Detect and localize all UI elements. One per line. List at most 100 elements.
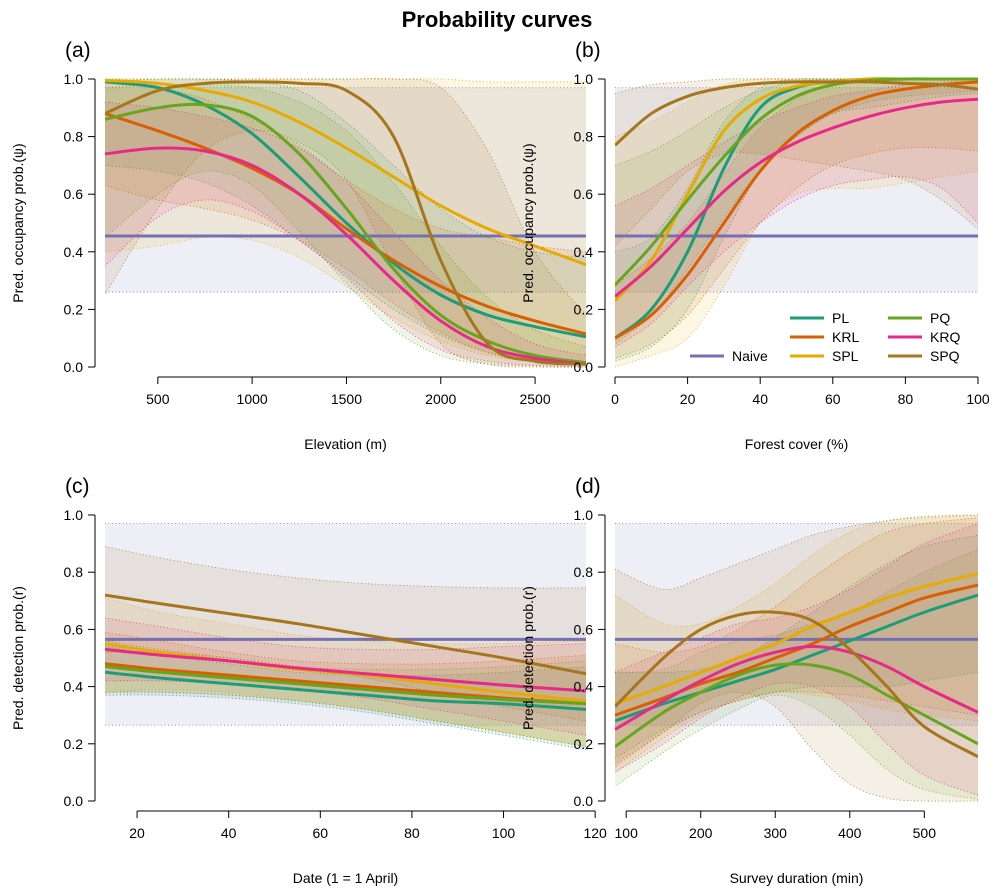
y-axis-title: Pred. occupancy prob.(ψ): [10, 143, 26, 302]
legend-item-krq: KRQ: [888, 329, 960, 345]
x-tick-label: 2500: [519, 391, 550, 407]
y-tick-label: 0.4: [64, 244, 84, 260]
panel-label: (b): [575, 39, 601, 62]
ci-lower-spq: [105, 130, 586, 368]
legend-label: SPQ: [930, 348, 960, 364]
x-tick-label: 200: [689, 825, 713, 841]
ci-upper-pq: [105, 83, 586, 348]
legend: PL PQ KRL KRQ SPL SPQ Naive: [690, 310, 960, 364]
ci-band-pq: [615, 78, 978, 344]
x-tick-label: 120: [583, 825, 607, 841]
x-tick-label: 60: [313, 825, 329, 841]
series-line-pq: [615, 662, 978, 748]
series-line-spl: [105, 78, 586, 267]
ci-lower-pl: [105, 694, 586, 750]
x-tick-label: 20: [680, 391, 696, 407]
ci-lower-krq: [615, 176, 978, 348]
naive-ci-band: [105, 87, 586, 293]
legend-label: SPL: [832, 348, 859, 364]
legend-label: KRL: [832, 329, 859, 345]
y-tick-label: 0.0: [64, 793, 84, 809]
series-line-spq: [615, 610, 978, 758]
ci-upper-pq: [615, 548, 978, 673]
series-line-pl: [105, 80, 586, 339]
panels: 0.0 0.2 0.4 0.6 0.8 1.0 500 1000 1500 2000 2500 Ele…: [10, 39, 990, 886]
x-tick-label: 60: [825, 391, 841, 407]
y-tick-label: 0.0: [574, 793, 594, 809]
series-line-krq: [615, 645, 978, 731]
x-axis-title: Date (1 = 1 April): [293, 870, 398, 886]
ci-lower-krl: [105, 185, 586, 365]
series-line-krl: [105, 112, 586, 336]
ci-lower-pl: [615, 92, 978, 362]
ci-lower-spl: [615, 170, 978, 368]
x-tick-label: 40: [221, 825, 237, 841]
x-tick-label: 2000: [425, 391, 456, 407]
ci-band-spq: [615, 515, 978, 802]
naive-ci-band: [615, 87, 978, 293]
y-axis-title: Pred. occupancy prob.(ψ): [520, 143, 536, 302]
panel-label: (c): [65, 475, 90, 498]
series-line-pl: [105, 670, 586, 711]
legend-item-pl: PL: [790, 310, 849, 326]
x-tick-label: 1000: [237, 391, 268, 407]
x-tick-label: 300: [764, 825, 788, 841]
y-tick-label: 0.8: [64, 564, 84, 580]
x-axis-title: Survey duration (min): [730, 870, 864, 886]
ci-band-krq: [105, 617, 586, 736]
series-line-spq: [105, 80, 586, 366]
series-line-krl: [615, 80, 978, 340]
naive-ci-band: [615, 523, 978, 726]
x-tick-label: 80: [898, 391, 914, 407]
ci-lower-spl: [615, 691, 978, 773]
ci-band-spq: [105, 546, 586, 721]
legend-label: PL: [832, 310, 849, 326]
panel-c: 0.0 0.2 0.4 0.6 0.8 1.0 20 40 60 80 100 120 Date (1 …: [10, 475, 607, 886]
ci-band-krl: [615, 78, 978, 359]
panel-label: (d): [575, 475, 601, 498]
legend-item-spl: SPL: [790, 348, 859, 364]
y-tick-label: 0.6: [574, 621, 594, 637]
panel-b: 0.0 0.2 0.4 0.6 0.8 1.0 0 20 40 60 80 100 Forest cov…: [520, 39, 990, 452]
legend-label: PQ: [930, 310, 950, 326]
y-tick-label: 0.2: [64, 736, 84, 752]
y-tick-label: 0.2: [64, 301, 84, 317]
x-tick-label: 500: [913, 825, 937, 841]
legend-label: KRQ: [930, 329, 960, 345]
y-axis-title: Pred. detection prob.(r): [10, 586, 26, 730]
y-tick-label: 0.0: [574, 359, 594, 375]
x-tick-label: 100: [492, 825, 516, 841]
x-tick-label: 1500: [331, 391, 362, 407]
y-tick-label: 0.6: [64, 186, 84, 202]
ci-band-krq: [615, 523, 978, 796]
ci-lower-pl: [615, 671, 978, 759]
ci-lower-krq: [615, 682, 978, 796]
plot-area: [615, 77, 978, 368]
series-line-krq: [105, 146, 586, 366]
x-tick-label: 100: [966, 391, 990, 407]
x-tick-label: 500: [146, 391, 170, 407]
series-line-spq: [105, 593, 586, 676]
x-axis-title: Forest cover (%): [745, 436, 848, 452]
y-tick-label: 1.0: [574, 71, 594, 87]
series-line-pq: [105, 102, 586, 365]
series-line-pq: [615, 77, 978, 286]
x-tick-label: 40: [752, 391, 768, 407]
y-tick-label: 0.6: [574, 186, 594, 202]
y-tick-label: 0.4: [574, 679, 594, 695]
ci-band-spl: [615, 78, 978, 367]
ci-band-spq: [615, 78, 978, 247]
x-tick-label: 400: [838, 825, 862, 841]
plot-area: [105, 77, 586, 368]
series-line-pq: [105, 665, 586, 706]
ci-upper-spq: [615, 78, 978, 94]
y-tick-label: 1.0: [574, 507, 594, 523]
series-line-krq: [615, 97, 978, 298]
y-tick-label: 0.8: [64, 129, 84, 145]
legend-item-spq: SPQ: [888, 348, 960, 364]
x-axis-title: Elevation (m): [304, 436, 386, 452]
x-tick-label: 100: [615, 825, 639, 841]
y-tick-label: 0.8: [574, 564, 594, 580]
ci-band-pl: [105, 646, 586, 750]
ci-band-spl: [615, 515, 978, 773]
